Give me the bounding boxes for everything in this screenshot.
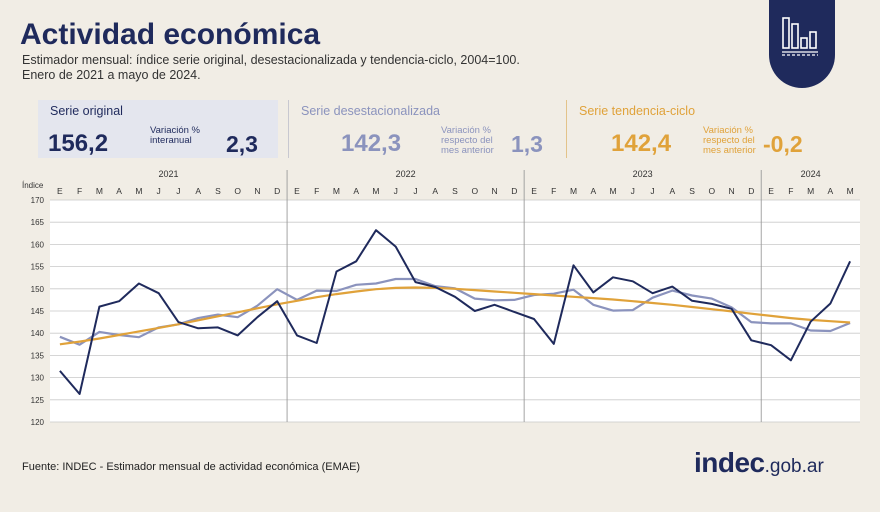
kpi-variation-label-line: mes anterior (441, 145, 494, 156)
month-tick-label: D (511, 186, 517, 196)
y-tick-label: 155 (31, 263, 45, 272)
kpi-variation-label-line: Variación % (441, 125, 491, 136)
year-label: 2024 (801, 169, 821, 179)
month-tick-label: O (709, 186, 716, 196)
brand-main: indec (694, 447, 765, 478)
month-tick-label: J (394, 186, 398, 196)
year-label: 2021 (159, 169, 179, 179)
kpi-label: Serie original (50, 104, 123, 118)
kpi-value: 142,3 (341, 130, 402, 157)
bar-chart-icon (782, 17, 818, 56)
month-tick-label: F (77, 186, 82, 196)
kpi-variation-label: Variación % interanual (150, 126, 200, 146)
month-tick-label: A (590, 186, 596, 196)
y-tick-label: 140 (31, 329, 45, 338)
month-tick-label: M (847, 186, 854, 196)
month-tick-label: S (689, 186, 695, 196)
page-subtitle: Estimador mensual: índice serie original… (22, 53, 642, 83)
kpi-variation-label-line: Variación % (703, 125, 753, 136)
y-tick-label: 165 (31, 218, 45, 227)
brand-wordmark: indec.gob.ar (694, 447, 824, 479)
kpi-value: 156,2 (48, 130, 109, 157)
y-tick-label: 170 (31, 196, 45, 205)
kpi-serie-desestacionalizada: Serie desestacionalizada 142,3 Variación… (288, 100, 551, 158)
month-tick-label: M (333, 186, 340, 196)
kpi-variation-value: 2,3 (226, 131, 258, 157)
month-tick-label: A (195, 186, 201, 196)
month-tick-label: E (57, 186, 63, 196)
kpi-variation-label-line: interanual (150, 135, 192, 146)
month-tick-label: S (452, 186, 458, 196)
y-tick-label: 130 (31, 374, 45, 383)
month-tick-label: N (254, 186, 260, 196)
source-note: Fuente: INDEC - Estimador mensual de act… (22, 461, 361, 473)
series-line-serie-tendencia-ciclo (59, 286, 851, 346)
month-tick-label: J (157, 186, 161, 196)
month-tick-label: N (729, 186, 735, 196)
kpi-variation-label-line: respecto del (703, 135, 755, 146)
month-tick-label: F (788, 186, 793, 196)
brand-domain: .gob.ar (764, 456, 824, 477)
kpi-variation-label-line: respecto del (441, 135, 493, 146)
month-tick-label: M (135, 186, 142, 196)
y-tick-label: 145 (31, 307, 45, 316)
y-tick-label: 135 (31, 351, 45, 360)
month-tick-label: A (353, 186, 359, 196)
month-tick-label: M (807, 186, 814, 196)
kpi-variation-label: Variación % respecto del mes anterior (703, 126, 756, 156)
month-tick-label: M (372, 186, 379, 196)
kpi-variation-value: -0,2 (763, 131, 803, 157)
month-tick-label: A (669, 186, 675, 196)
month-tick-label: E (531, 186, 537, 196)
month-tick-label: D (274, 186, 280, 196)
month-tick-label: D (748, 186, 754, 196)
y-axis-label: Índice (22, 181, 44, 190)
month-tick-label: S (215, 186, 221, 196)
month-tick-label: M (610, 186, 617, 196)
month-tick-label: J (631, 186, 635, 196)
kpi-label: Serie tendencia-ciclo (579, 104, 696, 118)
line-chart: 120 125 130 135 140 145 150 155 160 165 170 Índice E… (22, 169, 860, 427)
subtitle-line-2: Enero de 2021 a mayo de 2024. (22, 68, 201, 82)
month-tick-label: E (294, 186, 300, 196)
month-tick-label: M (96, 186, 103, 196)
month-tick-label: A (828, 186, 834, 196)
month-tick-label: O (471, 186, 478, 196)
series-line-serie-original (59, 229, 852, 395)
kpi-variation-label-line: mes anterior (703, 145, 756, 156)
page-title: Actividad económica (20, 18, 321, 51)
month-tick-label: F (551, 186, 556, 196)
y-tick-label: 160 (31, 240, 45, 249)
month-tick-label: F (314, 186, 319, 196)
kpi-serie-tendencia-ciclo: Serie tendencia-ciclo 142,4 Variación % … (566, 100, 847, 158)
month-tick-label: N (491, 186, 497, 196)
month-tick-label: A (116, 186, 122, 196)
kpi-variation-label-line: Variación % (150, 125, 200, 136)
kpi-value: 142,4 (611, 130, 672, 157)
kpi-variation-label: Variación % respecto del mes anterior (441, 126, 494, 156)
month-tick-label: O (234, 186, 241, 196)
kpi-variation-value: 1,3 (511, 131, 543, 157)
month-tick-label: J (650, 186, 654, 196)
kpi-label: Serie desestacionalizada (301, 104, 440, 118)
month-tick-label: E (768, 186, 774, 196)
year-label: 2023 (633, 169, 653, 179)
y-tick-label: 125 (31, 396, 45, 405)
subtitle-line-1: Estimador mensual: índice serie original… (22, 53, 520, 67)
indec-logo (769, 0, 835, 88)
month-tick-label: M (570, 186, 577, 196)
y-tick-label: 150 (31, 285, 45, 294)
kpi-serie-original: Serie original 156,2 Variación % interan… (38, 100, 278, 158)
year-label: 2022 (396, 169, 416, 179)
y-tick-label: 120 (31, 418, 45, 427)
month-tick-label: J (176, 186, 180, 196)
month-tick-label: A (432, 186, 438, 196)
month-tick-label: J (413, 186, 417, 196)
